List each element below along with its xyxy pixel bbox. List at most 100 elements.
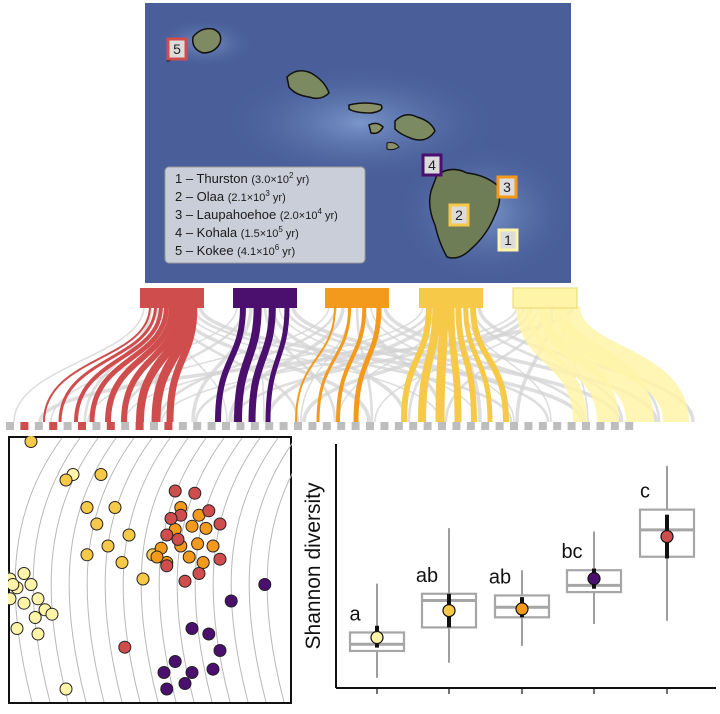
- flow-link: [121, 305, 181, 423]
- ordination-plot: [0, 435, 315, 704]
- flow-source-laupahoehoe: [325, 288, 389, 308]
- contour-line: [140, 437, 189, 703]
- point-olaa: [80, 501, 94, 514]
- legend-age-unit: yr): [293, 174, 309, 186]
- point-kohala: [178, 677, 192, 690]
- site-marker-2: 2: [448, 203, 470, 227]
- point-kokee: [213, 517, 227, 531]
- site-marker-1: 1: [497, 228, 519, 252]
- significance-letter: c: [640, 481, 650, 503]
- flow-taxon-node: [495, 422, 504, 430]
- flow-taxon-node: [380, 422, 389, 430]
- contour-line: [50, 437, 99, 703]
- legend-age-exponent: 5: [278, 225, 283, 234]
- flow-taxon-node: [351, 422, 360, 430]
- legend-site-label: 3 – Laupahoehoe: [175, 207, 280, 222]
- flow-taxon-node: [34, 422, 43, 430]
- legend-site-label: 1 – Thurston: [175, 171, 251, 186]
- flow-taxon-node: [466, 422, 475, 430]
- point-olaa: [115, 556, 129, 569]
- contour-line: [248, 437, 297, 703]
- mean-point: [660, 529, 674, 544]
- lanai-island: [368, 122, 384, 135]
- significance-letter: ab: [489, 566, 511, 588]
- significance-letter: bc: [561, 541, 582, 563]
- flow-taxon-node: [322, 422, 331, 430]
- legend-age-unit: yr): [322, 210, 338, 222]
- flow-panel: [0, 286, 720, 434]
- flow-link: [89, 305, 169, 423]
- legend-site-age: (2.1×10: [228, 192, 266, 204]
- flow-link: [248, 305, 276, 423]
- legend-row: 1 – Thurston (3.0×102 yr): [175, 171, 309, 186]
- legend-site-age: (4.1×10: [237, 246, 275, 258]
- flow-taxon-node: [567, 422, 576, 430]
- point-kokee: [188, 486, 202, 500]
- point-kokee: [202, 504, 216, 518]
- point-laupahoehoe: [199, 521, 213, 535]
- flow-taxon-node: [423, 422, 432, 430]
- point-laupahoehoe: [182, 550, 196, 564]
- flow-taxon-node: [63, 422, 72, 430]
- point-thurston: [17, 596, 31, 610]
- point-thurston: [31, 592, 45, 606]
- point-kohala: [185, 622, 199, 635]
- flow-taxon-node: [135, 422, 144, 430]
- flow-link: [105, 305, 175, 423]
- point-olaa: [24, 435, 38, 448]
- point-kohala: [160, 682, 174, 696]
- flow-link: [455, 305, 477, 423]
- site-marker-box: [448, 203, 470, 227]
- y-axis-label: Shannon diversity: [302, 482, 325, 649]
- site-marker-label: 4: [428, 157, 436, 173]
- point-kohala: [258, 578, 272, 591]
- flow-link: [166, 305, 198, 423]
- point-kohala: [202, 627, 216, 641]
- shallow-shelf: [220, 63, 500, 183]
- flow-taxon-node: [524, 422, 533, 430]
- oahu-island: [286, 70, 330, 100]
- flow-taxon-node: [193, 422, 202, 430]
- box-kohala: bc: [561, 531, 623, 694]
- point-kohala: [206, 662, 220, 676]
- flow-link: [151, 305, 193, 423]
- box-laupahoehoe: ab: [489, 566, 551, 694]
- flow-source-kohala: [233, 288, 297, 308]
- point-olaa: [122, 528, 136, 542]
- flow-link-shared: [161, 305, 518, 423]
- ordination-panel: [0, 435, 315, 704]
- point-laupahoehoe: [206, 539, 220, 553]
- flow-taxon-node: [610, 422, 619, 430]
- point-thurston: [6, 578, 20, 591]
- contour-line: [122, 437, 171, 703]
- point-thurston: [10, 622, 24, 635]
- flow-taxon-node: [510, 422, 518, 430]
- point-kokee: [118, 640, 132, 654]
- map-panel: 1 – Thurston (3.0×102 yr) 2 – Olaa (2.1×1…: [145, 3, 575, 283]
- point-olaa: [59, 473, 73, 487]
- flow-link: [554, 304, 689, 424]
- point-kokee: [171, 532, 185, 546]
- flow-link: [215, 305, 246, 423]
- flow-taxon-node: [78, 422, 86, 430]
- flow-taxon-node: [222, 422, 230, 430]
- point-olaa: [108, 501, 122, 514]
- flow-source-thurston: [512, 287, 578, 309]
- legend-site-age: (2.0×10: [280, 210, 318, 222]
- flow-link-shared: [191, 305, 253, 423]
- flow-link: [74, 305, 163, 423]
- flow-link-shared: [231, 305, 526, 423]
- flow-taxon-node: [553, 422, 562, 430]
- flow-link-shared: [13, 305, 145, 423]
- site-marker-label: 1: [504, 232, 512, 248]
- flow-link: [353, 305, 382, 423]
- flow-taxon-node: [625, 422, 634, 430]
- point-thurston: [59, 682, 73, 696]
- point-kohala: [224, 594, 238, 608]
- point-olaa: [136, 572, 150, 586]
- point-olaa: [94, 468, 108, 481]
- point-kokee: [192, 567, 206, 580]
- point-thurston: [45, 607, 59, 621]
- point-kokee: [160, 559, 174, 573]
- point-laupahoehoe: [191, 537, 205, 551]
